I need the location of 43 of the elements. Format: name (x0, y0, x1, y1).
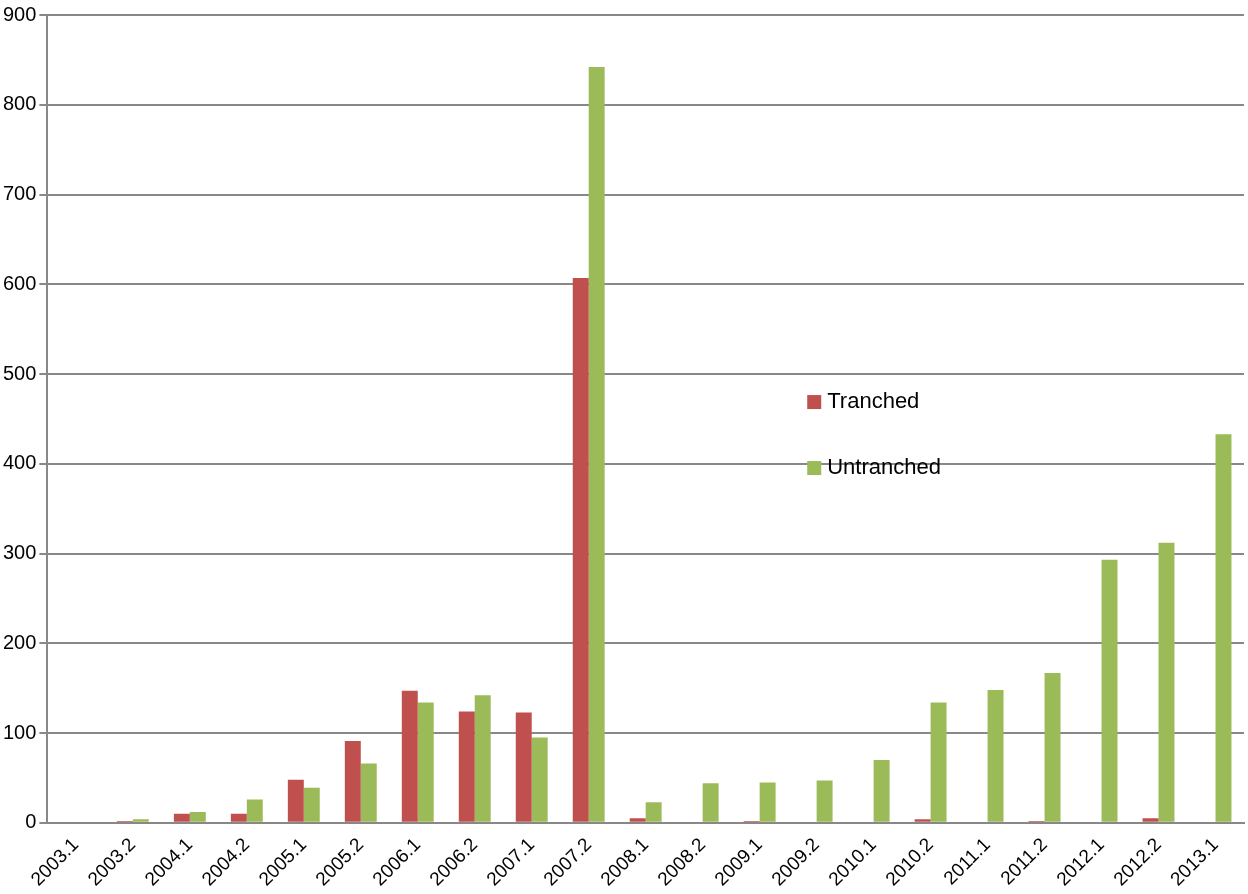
bar (1215, 434, 1232, 822)
bar (873, 759, 890, 822)
bar (816, 780, 833, 822)
y-tick-label: 700 (2, 182, 37, 205)
bar (629, 818, 646, 822)
y-tick-label: 200 (2, 630, 37, 653)
bar (401, 690, 418, 822)
bar (531, 737, 548, 822)
y-tick-label: 900 (2, 2, 37, 25)
bar (588, 67, 605, 822)
legend-label: Tranched (827, 388, 920, 414)
bar (287, 779, 304, 822)
legend-label: Untranched (827, 454, 941, 480)
y-tick-label: 300 (2, 541, 37, 564)
bar (344, 741, 361, 822)
bar (1158, 542, 1175, 822)
bar (173, 813, 190, 822)
bar (914, 819, 931, 822)
bar (246, 799, 263, 822)
y-tick-label: 800 (2, 92, 37, 115)
bar (1101, 559, 1118, 822)
bar (132, 819, 149, 822)
y-tick-label: 500 (2, 361, 37, 384)
y-tick-label: 100 (2, 720, 37, 743)
bar (515, 712, 532, 822)
bar (458, 711, 475, 822)
bar (303, 787, 320, 822)
bar (1044, 672, 1061, 822)
bar (702, 783, 719, 822)
y-tick-label: 600 (2, 271, 37, 294)
bar (189, 812, 206, 822)
bar (417, 702, 434, 822)
bar (930, 702, 947, 822)
bar (645, 802, 662, 822)
y-tick-label: 0 (25, 810, 37, 833)
bar (230, 813, 247, 822)
y-tick-label: 400 (2, 451, 37, 474)
bar (572, 277, 589, 822)
bar (1142, 818, 1159, 822)
bar (759, 782, 776, 822)
bar (360, 763, 377, 822)
bar (474, 695, 491, 822)
bar (987, 689, 1004, 822)
